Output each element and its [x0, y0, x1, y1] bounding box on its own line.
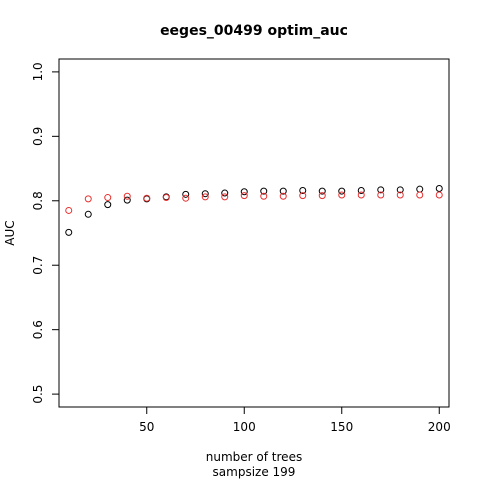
data-point-series-1 [318, 187, 326, 195]
x-axis: 50 100 150 200 [139, 407, 451, 434]
data-point-series-2 [416, 191, 424, 199]
x-tick-label: 150 [330, 420, 353, 434]
data-point-series-2 [201, 193, 209, 201]
y-tick-label: 0.5 [31, 385, 45, 404]
data-point-series-2 [396, 191, 404, 199]
data-point-series-1 [182, 190, 190, 198]
data-point-series-1 [201, 190, 209, 198]
data-point-series-1 [65, 228, 73, 236]
x-tick-label: 200 [428, 420, 451, 434]
data-point-series-2 [279, 192, 287, 200]
data-point-series-2 [221, 193, 229, 201]
y-tick-label: 1.0 [31, 62, 45, 81]
data-point-series-2 [357, 191, 365, 199]
data-point-series-1 [260, 187, 268, 195]
data-point-series-2 [162, 194, 170, 202]
y-tick-label: 0.7 [31, 256, 45, 275]
data-point-series-1 [396, 186, 404, 194]
y-axis-label: AUC [3, 220, 17, 245]
data-point-series-2 [123, 192, 131, 200]
data-point-series-1 [299, 186, 307, 194]
data-point-series-2 [338, 191, 346, 199]
y-tick-label: 0.9 [31, 127, 45, 146]
data-point-series-2 [260, 192, 268, 200]
data-point-series-2 [84, 195, 92, 203]
x-axis-label: number of trees [206, 450, 302, 464]
data-points [65, 185, 443, 236]
data-point-series-1 [104, 201, 112, 209]
data-point-series-1 [357, 186, 365, 194]
data-point-series-1 [279, 187, 287, 195]
y-tick-label: 0.8 [31, 191, 45, 210]
data-point-series-2 [240, 192, 248, 200]
data-point-series-2 [182, 194, 190, 202]
data-point-series-1 [221, 189, 229, 197]
data-point-series-1 [435, 185, 443, 193]
data-point-series-2 [143, 194, 151, 202]
x-axis-sublabel: sampsize 199 [213, 465, 296, 479]
data-point-series-2 [299, 192, 307, 200]
data-point-series-2 [435, 191, 443, 199]
y-tick-label: 0.6 [31, 320, 45, 339]
y-axis: 0.5 0.6 0.7 0.8 0.9 1.0 [31, 62, 59, 404]
chart-title: eeges_00499 optim_auc [160, 23, 348, 39]
data-point-series-2 [104, 194, 112, 202]
data-point-series-2 [318, 192, 326, 200]
data-point-series-1 [416, 185, 424, 193]
data-point-series-2 [65, 206, 73, 214]
data-point-series-1 [123, 196, 131, 204]
x-tick-label: 100 [233, 420, 256, 434]
data-point-series-1 [240, 188, 248, 196]
data-point-series-1 [84, 210, 92, 218]
data-point-series-1 [377, 186, 385, 194]
data-point-series-2 [377, 191, 385, 199]
plot-frame [58, 58, 450, 408]
data-point-series-1 [338, 187, 346, 195]
x-tick-label: 50 [139, 420, 154, 434]
